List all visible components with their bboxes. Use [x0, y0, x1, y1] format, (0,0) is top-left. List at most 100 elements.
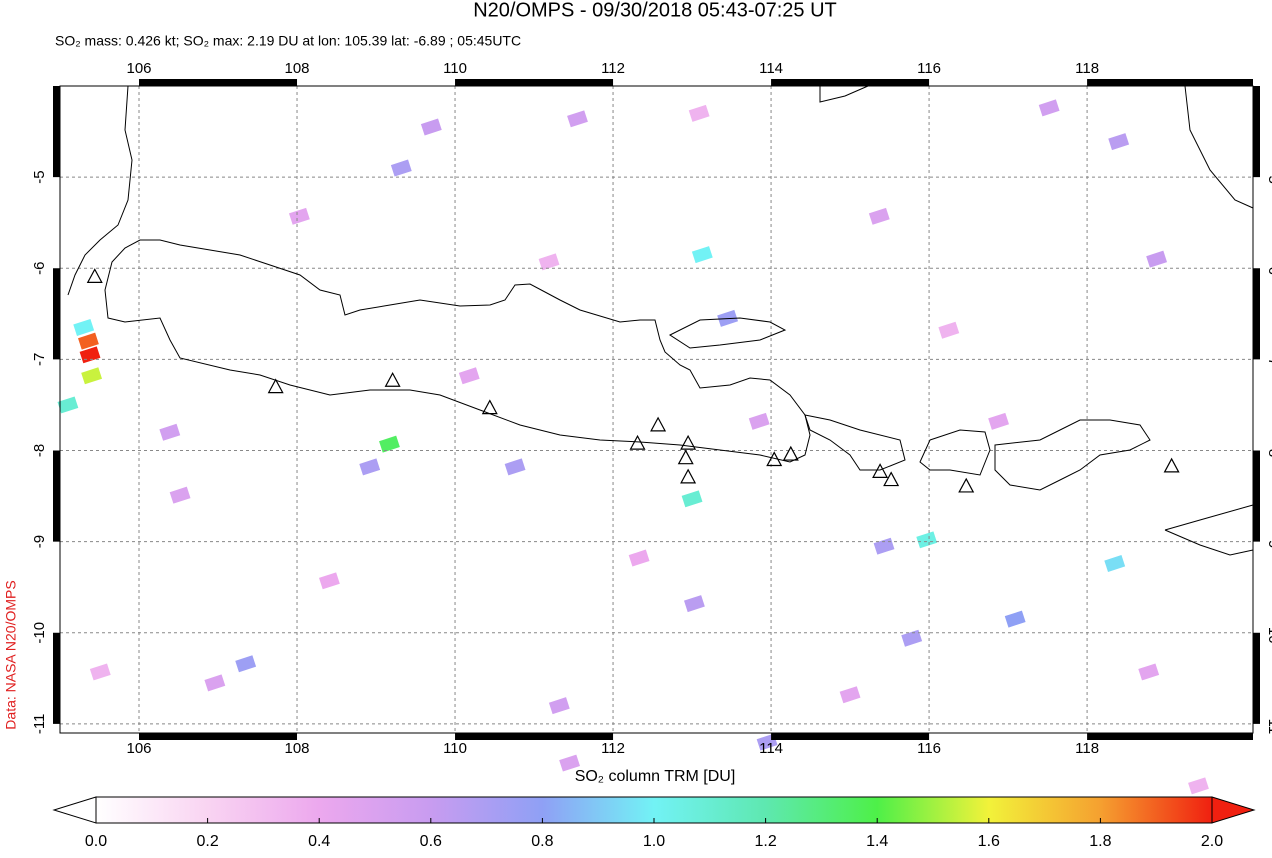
chart-subtitle: SO₂ mass: 0.426 kt; SO₂ max: 2.19 DU at …	[55, 33, 521, 49]
frame-bar	[53, 450, 60, 542]
frame-bar	[771, 79, 930, 86]
y-tick-label: -8	[31, 444, 48, 457]
x-tick-label: 116	[917, 60, 941, 77]
y-tick-label: -11	[1265, 714, 1272, 735]
volcano-marker	[677, 449, 694, 465]
so2-pixel	[901, 629, 923, 647]
so2-pixel	[204, 674, 226, 692]
so2-pixel	[235, 655, 257, 673]
plot-area	[57, 86, 1253, 795]
coastline	[668, 317, 787, 349]
so2-pixel	[839, 686, 861, 704]
data-credit: Data: NASA N20/OMPS	[3, 580, 19, 729]
frame-bar	[53, 632, 60, 724]
so2-pixel	[1038, 99, 1060, 117]
colorbar-arrow	[52, 796, 97, 824]
so2-pixel	[548, 697, 570, 715]
y-tick-label: -10	[31, 622, 48, 644]
so2-pixel	[1138, 663, 1160, 681]
y-tick-label: -11	[31, 714, 48, 735]
so2-pixel	[538, 253, 560, 271]
x-tick-label: 110	[443, 740, 467, 757]
colorbar-tick-label: 1.6	[978, 833, 1000, 850]
colorbar-tick-label: 0.0	[85, 833, 107, 850]
so2-pixel	[159, 423, 181, 441]
frame-bar	[1253, 632, 1260, 724]
so2-pixel	[504, 458, 526, 476]
so2-pixel	[169, 486, 191, 504]
colorbar-arrow	[1211, 796, 1256, 824]
frame-bar	[53, 86, 60, 178]
x-tick-label: 106	[126, 60, 151, 77]
so2-pixel	[567, 110, 588, 128]
colorbar-tick-label: 1.4	[866, 833, 888, 850]
frame-bar	[139, 733, 298, 740]
frame-bar	[139, 79, 298, 86]
so2-pixel	[988, 412, 1010, 430]
markers	[86, 268, 1180, 493]
so2-pixel	[288, 207, 310, 225]
so2-pixel	[420, 118, 442, 136]
so2-pixel	[688, 104, 710, 122]
so2-pixel	[1104, 555, 1126, 572]
volcano-marker	[766, 451, 783, 467]
so2-pixel	[379, 435, 400, 453]
volcano-marker	[680, 468, 697, 484]
so2-pixel	[458, 367, 480, 385]
y-tick-label: -9	[1265, 535, 1272, 548]
coastline	[1184, 85, 1254, 209]
x-tick-label: 106	[126, 740, 151, 757]
so2-pixel	[73, 318, 95, 336]
x-tick-label: 108	[285, 60, 310, 77]
so2-pixel	[89, 663, 111, 681]
so2-pixel	[748, 412, 770, 430]
y-tick-label: -7	[31, 353, 48, 366]
x-tick-label: 116	[917, 740, 941, 757]
colorbar-tick-label: 0.2	[196, 833, 218, 850]
x-tick-label: 114	[759, 740, 783, 757]
coastline	[804, 414, 906, 471]
coastline	[994, 419, 1151, 491]
y-tick-label: -5	[31, 170, 48, 183]
so2-pixel	[1188, 777, 1209, 795]
frame-bar	[455, 79, 614, 86]
volcano-marker	[384, 371, 401, 387]
frame-bar	[1087, 79, 1253, 86]
x-tick-label: 114	[759, 60, 783, 77]
so2-pixel	[559, 754, 581, 772]
coastline	[819, 85, 869, 103]
x-tick-label: 112	[601, 60, 625, 77]
so2-pixel	[873, 537, 895, 555]
coastlines	[67, 85, 1254, 556]
volcano-marker	[1163, 457, 1180, 473]
x-tick-label: 118	[1075, 60, 1099, 77]
y-tick-label: -8	[1265, 444, 1272, 457]
y-tick-label: -5	[1265, 170, 1272, 183]
plot-frame	[59, 85, 1254, 734]
volcano-marker	[883, 471, 900, 487]
colorbar-tick-label: 0.6	[420, 833, 442, 850]
colorbar-tick-label: 0.4	[308, 833, 330, 850]
colorbar-tick-label: 1.2	[754, 833, 776, 850]
coastline	[104, 239, 811, 463]
colorbar-tick-label: 0.8	[531, 833, 553, 850]
volcano-marker	[629, 434, 646, 450]
so2-pixel	[1004, 610, 1026, 628]
x-tick-label: 110	[443, 60, 467, 77]
so2-pixel	[681, 490, 703, 508]
so2-pixel	[691, 246, 713, 264]
coastline	[1164, 504, 1254, 556]
volcano-marker	[872, 463, 889, 478]
volcano-marker	[86, 268, 103, 283]
y-tick-label: -6	[31, 262, 48, 275]
frame-bar	[1087, 733, 1253, 740]
coastline	[919, 429, 991, 476]
volcano-marker	[481, 399, 498, 415]
so2-pixel	[1108, 133, 1130, 151]
volcano-marker	[782, 445, 799, 461]
y-tick-label: -7	[1265, 353, 1272, 366]
so2-pixel	[81, 367, 103, 385]
frame-bar	[1253, 86, 1260, 178]
so2-pixel	[916, 531, 938, 549]
